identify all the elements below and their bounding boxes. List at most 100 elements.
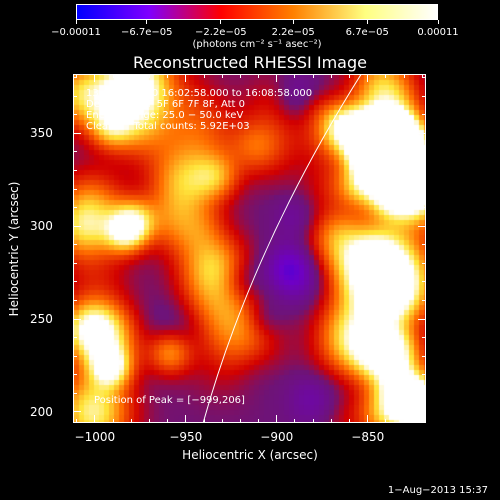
- x-tick-top: [94, 74, 96, 82]
- y-minor-tick: [73, 170, 77, 172]
- y-minor-tick-right: [422, 299, 426, 301]
- y-minor-tick: [73, 374, 77, 376]
- x-minor-tick: [312, 419, 314, 423]
- x-minor-tick-top: [385, 74, 387, 78]
- colorbar: [76, 4, 438, 20]
- y-tick-left: [73, 318, 81, 320]
- x-minor-tick-top: [112, 74, 114, 78]
- x-tick-label: −850: [351, 430, 385, 444]
- y-tick-label: 300: [30, 219, 53, 234]
- y-minor-tick-right: [422, 244, 426, 246]
- x-tick-bottom: [94, 415, 96, 423]
- y-tick-left: [73, 411, 81, 413]
- y-minor-tick: [73, 355, 77, 357]
- x-minor-tick: [203, 419, 205, 423]
- y-minor-tick-right: [422, 281, 426, 283]
- x-minor-tick-top: [258, 74, 260, 78]
- colorbar-tick-label: 0.00011: [417, 27, 459, 38]
- x-tick-label: −950: [169, 430, 203, 444]
- y-minor-tick: [73, 337, 77, 339]
- x-minor-tick: [148, 419, 150, 423]
- y-minor-tick-right: [422, 374, 426, 376]
- y-minor-tick-right: [422, 207, 426, 209]
- x-minor-tick: [130, 419, 132, 423]
- colorbar-tick-label: −2.2e−05: [195, 27, 247, 38]
- y-minor-tick: [73, 114, 77, 116]
- y-minor-tick-right: [422, 170, 426, 172]
- heatmap-image: [74, 75, 425, 422]
- plot-area: 13−Oct−2010 16:02:58.000 to 16:08:58.000…: [73, 74, 426, 423]
- x-minor-tick: [76, 419, 78, 423]
- colorbar-units: (photons cm⁻² s⁻¹ asec⁻²): [192, 39, 322, 50]
- y-tick-right: [418, 411, 426, 413]
- y-tick-label: 350: [30, 126, 53, 141]
- x-minor-tick: [112, 419, 114, 423]
- annotation-time: 13−Oct−2010 16:02:58.000 to 16:08:58.000: [86, 88, 313, 99]
- x-minor-tick-top: [349, 74, 351, 78]
- x-minor-tick: [239, 419, 241, 423]
- colorbar-tick: [146, 20, 148, 24]
- y-tick-label: 200: [30, 404, 53, 419]
- annotation-clean: Clean Total counts: 5.92E+03: [86, 121, 250, 132]
- x-tick-label: −900: [260, 430, 294, 444]
- solar-limb-line: [202, 75, 362, 422]
- colorbar-tick: [292, 20, 294, 24]
- colorbar-tick: [366, 20, 368, 24]
- y-minor-tick: [73, 299, 77, 301]
- y-tick-left: [73, 132, 81, 134]
- x-tick-bottom: [185, 415, 187, 423]
- colorbar-tick: [220, 20, 222, 24]
- x-minor-tick-top: [148, 74, 150, 78]
- y-minor-tick: [73, 188, 77, 190]
- x-minor-tick-top: [312, 74, 314, 78]
- x-minor-tick: [403, 419, 405, 423]
- annotation-peak: Position of Peak = [−999,206]: [94, 395, 245, 406]
- colorbar-tick-label: 6.7e−05: [345, 27, 389, 38]
- annotation-detectors: Detectors: 4F 5F 6F 7F 8F, Att 0: [86, 99, 246, 110]
- solar-limb-overlay: [202, 75, 362, 422]
- y-tick-right: [418, 318, 426, 320]
- x-minor-tick: [330, 419, 332, 423]
- y-minor-tick: [73, 281, 77, 283]
- y-tick-left: [73, 225, 81, 227]
- y-minor-tick: [73, 392, 77, 394]
- x-tick-top: [367, 74, 369, 82]
- annotation-energy: Energy Range: 25.0 − 50.0 keV: [86, 110, 244, 121]
- x-minor-tick: [221, 419, 223, 423]
- x-tick-top: [276, 74, 278, 82]
- x-minor-tick-top: [203, 74, 205, 78]
- y-minor-tick-right: [422, 151, 426, 153]
- y-tick-right: [418, 132, 426, 134]
- x-minor-tick-top: [130, 74, 132, 78]
- y-minor-tick-right: [422, 188, 426, 190]
- x-minor-tick-top: [421, 74, 423, 78]
- y-minor-tick-right: [422, 337, 426, 339]
- y-minor-tick-right: [422, 392, 426, 394]
- x-minor-tick-top: [221, 74, 223, 78]
- y-minor-tick: [73, 244, 77, 246]
- x-minor-tick-top: [330, 74, 332, 78]
- x-minor-tick: [385, 419, 387, 423]
- y-minor-tick: [73, 207, 77, 209]
- y-minor-tick: [73, 95, 77, 97]
- colorbar-tick-label: −0.00011: [51, 27, 101, 38]
- y-minor-tick-right: [422, 355, 426, 357]
- x-minor-tick-top: [76, 74, 78, 78]
- x-minor-tick: [421, 419, 423, 423]
- x-minor-tick-top: [239, 74, 241, 78]
- x-tick-top: [185, 74, 187, 82]
- y-tick-right: [418, 225, 426, 227]
- x-minor-tick: [349, 419, 351, 423]
- x-axis-label: Heliocentric X (arcsec): [182, 448, 318, 462]
- colorbar-tick-label: 2.2e−05: [271, 27, 315, 38]
- chart-title: Reconstructed RHESSI Image: [133, 53, 367, 72]
- y-minor-tick-right: [422, 95, 426, 97]
- x-minor-tick-top: [294, 74, 296, 78]
- y-minor-tick: [73, 151, 77, 153]
- colorbar-tick-label: −6.7e−05: [120, 27, 173, 38]
- y-minor-tick-right: [422, 77, 426, 79]
- y-axis-label: Heliocentric Y (arcsec): [7, 181, 21, 317]
- colorbar-tick: [75, 20, 77, 24]
- y-minor-tick-right: [422, 262, 426, 264]
- y-minor-tick-right: [422, 114, 426, 116]
